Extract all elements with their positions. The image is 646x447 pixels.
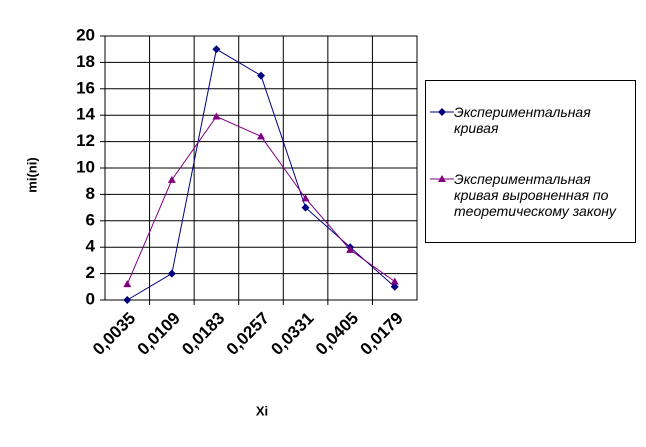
marker — [301, 194, 310, 202]
legend-entry: Экспериментальная кривая выровненная по … — [430, 171, 631, 219]
marker — [167, 269, 176, 278]
legend-label: Экспериментальная кривая выровненная по … — [454, 170, 616, 219]
y-tick-label: 12 — [76, 131, 95, 150]
marker — [257, 132, 265, 140]
marker — [346, 245, 355, 253]
marker — [212, 45, 221, 54]
x-axis-title: Xi — [256, 403, 268, 418]
x-tick-label: 0,0109 — [134, 309, 184, 359]
series-line — [127, 48, 396, 301]
x-tick-label: 0,0331 — [267, 309, 317, 359]
y-tick-label: 18 — [76, 52, 95, 71]
marker — [438, 174, 446, 182]
marker — [257, 71, 265, 80]
marker — [123, 280, 132, 288]
y-tick-label: 8 — [86, 184, 95, 203]
marker — [212, 112, 221, 120]
marker — [390, 277, 399, 285]
legend-entry: Экспериментальная кривая — [430, 104, 631, 136]
x-tick-label: 0,0179 — [357, 309, 407, 359]
x-tick-label: 0,0035 — [89, 309, 139, 359]
x-tick-label: 0,0405 — [312, 309, 362, 359]
y-tick-label: 10 — [76, 157, 95, 176]
marker — [167, 175, 176, 183]
legend-label: Экспериментальная кривая — [454, 104, 591, 137]
marker — [438, 108, 446, 117]
marker — [390, 282, 399, 291]
legend: Экспериментальная кривая Экспериментальна… — [425, 80, 636, 243]
legend-swatch — [430, 108, 454, 117]
y-tick-label: 2 — [86, 263, 95, 282]
y-tick-label: 14 — [76, 105, 95, 124]
y-tick-label: 16 — [76, 78, 95, 97]
y-tick-label: 6 — [86, 210, 95, 229]
x-tick-label: 0,0183 — [178, 309, 228, 359]
y-tick-label: 0 — [86, 289, 95, 308]
x-tick-label: 0,0257 — [223, 309, 273, 359]
marker — [123, 296, 132, 304]
y-tick-label: 20 — [76, 25, 95, 44]
chart: Xi mi(ni) 024681012141618200,00350,01090… — [24, 25, 418, 418]
legend-swatch — [430, 174, 454, 182]
y-axis-title: mi(ni) — [24, 157, 39, 192]
marker — [301, 203, 310, 212]
y-tick-label: 4 — [86, 237, 96, 256]
